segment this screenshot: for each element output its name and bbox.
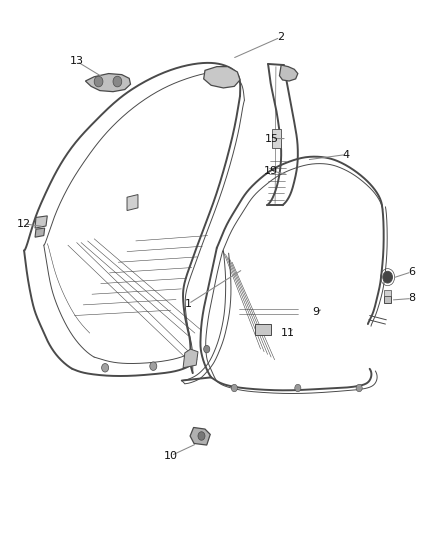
Text: 13: 13 [70,56,84,66]
Circle shape [113,76,122,87]
Polygon shape [127,195,138,211]
Text: 10: 10 [164,451,178,461]
Text: 15: 15 [265,134,279,143]
Circle shape [150,362,157,370]
Text: 9: 9 [312,307,319,317]
Circle shape [204,345,210,353]
Text: 1: 1 [185,299,192,309]
Text: 4: 4 [343,150,350,159]
Circle shape [102,364,109,372]
Text: 6: 6 [408,267,415,277]
Polygon shape [85,74,131,92]
Polygon shape [35,216,47,228]
Circle shape [94,76,103,87]
Text: 2: 2 [277,33,284,42]
Polygon shape [35,228,45,237]
Polygon shape [279,65,298,81]
Polygon shape [190,427,210,445]
Polygon shape [204,67,240,88]
Polygon shape [384,290,391,296]
Circle shape [383,271,392,283]
Polygon shape [255,324,271,335]
Polygon shape [384,296,391,303]
Text: 11: 11 [281,328,295,338]
Circle shape [356,384,362,392]
Polygon shape [183,349,198,368]
Circle shape [198,432,205,440]
Polygon shape [272,129,281,148]
Circle shape [231,384,237,392]
Circle shape [295,384,301,392]
Text: 12: 12 [17,219,31,229]
Text: 8: 8 [408,294,415,303]
Text: 19: 19 [264,166,278,175]
